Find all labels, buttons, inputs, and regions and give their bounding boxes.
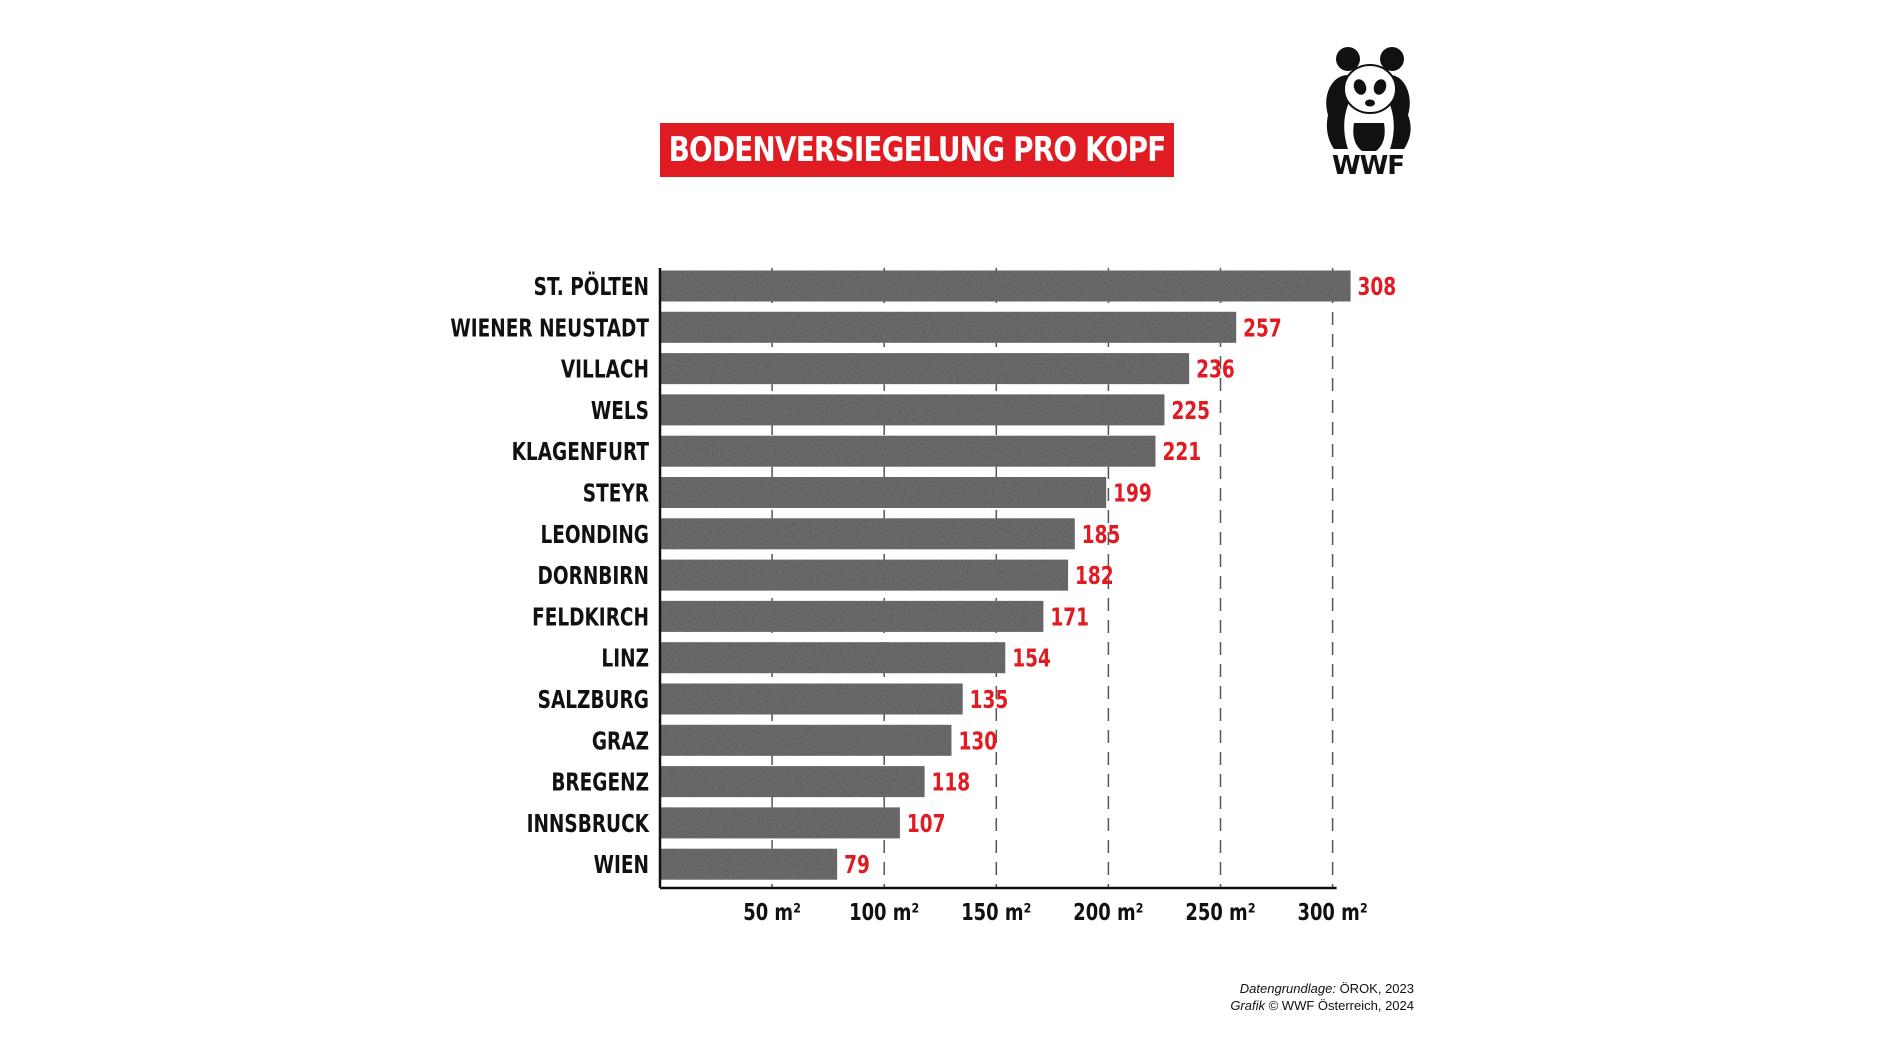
- value-label: 79: [844, 852, 870, 880]
- bar: [660, 807, 900, 839]
- category-label: GRAZ: [592, 728, 649, 756]
- credit-value: © WWF Österreich, 2024: [1268, 998, 1414, 1013]
- value-label: 130: [958, 728, 997, 756]
- category-label: LEONDING: [540, 521, 649, 549]
- value-label: 107: [907, 810, 946, 838]
- value-label: 118: [932, 769, 971, 797]
- bar: [660, 353, 1190, 385]
- credit-label: Grafik: [1230, 998, 1265, 1013]
- value-label: 199: [1113, 480, 1152, 508]
- value-label: 171: [1050, 604, 1089, 632]
- value-label: 154: [1012, 645, 1051, 673]
- x-tick-label: 100 m²: [849, 899, 919, 926]
- category-label: STEYR: [583, 480, 649, 508]
- x-tick-label: 200 m²: [1073, 899, 1143, 926]
- bar: [660, 311, 1237, 343]
- bar: [660, 724, 952, 756]
- bar: [660, 559, 1069, 591]
- bar: [660, 848, 838, 880]
- value-label: 185: [1082, 521, 1121, 549]
- x-tick-label: 250 m²: [1185, 899, 1255, 926]
- axes: [658, 268, 1337, 890]
- chart-title: BODENVERSIEGELUNG PRO KOPF: [668, 130, 1167, 170]
- bar: [660, 477, 1107, 508]
- bar: [660, 518, 1075, 550]
- bar: [660, 600, 1044, 632]
- x-tick-label: 150 m²: [961, 899, 1031, 926]
- bars: [660, 270, 1351, 880]
- category-label: ST. PÖLTEN: [534, 272, 649, 302]
- category-label: FELDKIRCH: [532, 604, 649, 632]
- logo-text: WWF: [1331, 151, 1405, 181]
- category-label: SALZBURG: [538, 686, 649, 714]
- panda-icon: [1326, 47, 1411, 151]
- category-label: KLAGENFURT: [512, 439, 649, 467]
- bar: [660, 435, 1156, 467]
- x-tick-label: 50 m²: [743, 899, 801, 926]
- category-label: WIENER NEUSTADT: [450, 315, 649, 343]
- value-label: 225: [1171, 397, 1210, 425]
- category-label: LINZ: [601, 645, 649, 673]
- labels: 50 m² 100 m² 150 m² 200 m² 250 m² 300 m² ST. P…: [450, 272, 1396, 925]
- category-label: WELS: [591, 397, 649, 425]
- category-label: INNSBRUCK: [527, 810, 650, 838]
- source-note: Datengrundlage: ÖROK, 2023 Grafik © WWF …: [1230, 980, 1414, 1014]
- value-label: 182: [1075, 563, 1114, 591]
- source-value: ÖROK, 2023: [1339, 981, 1414, 996]
- wwf-logo: WWF: [1318, 45, 1418, 185]
- category-label: VILLACH: [561, 356, 649, 384]
- value-label: 257: [1243, 315, 1282, 343]
- value-label: 308: [1358, 273, 1397, 301]
- bar: [660, 270, 1351, 302]
- category-label: DORNBIRN: [538, 563, 649, 591]
- x-tick-label: 300 m²: [1298, 899, 1368, 926]
- bar: [660, 683, 963, 715]
- source-label: Datengrundlage:: [1239, 981, 1336, 996]
- value-label: 236: [1196, 356, 1235, 384]
- bar: [660, 642, 1006, 674]
- bar: [660, 766, 925, 798]
- value-label: 135: [970, 686, 1009, 714]
- category-label: WIEN: [594, 852, 649, 880]
- value-label: 221: [1162, 439, 1201, 467]
- bar: [660, 394, 1165, 426]
- title-banner: BODENVERSIEGELUNG PRO KOPF: [660, 123, 1174, 177]
- category-label: BREGENZ: [551, 769, 649, 797]
